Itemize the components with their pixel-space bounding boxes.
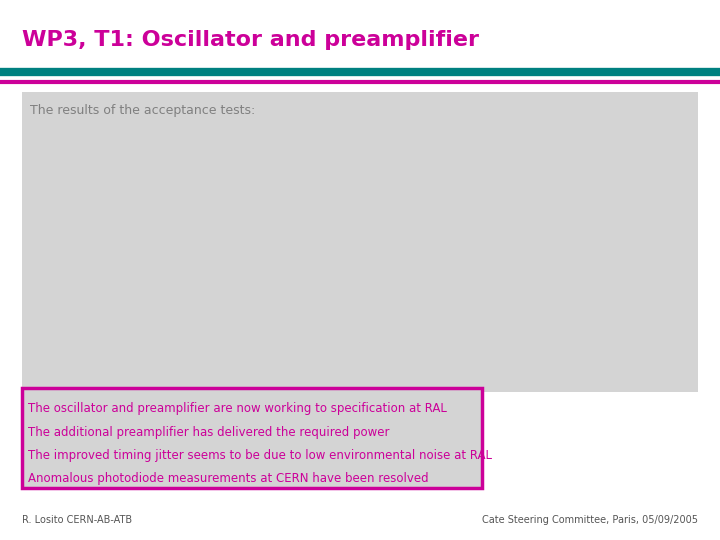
Text: The improved timing jitter seems to be due to low environmental noise at RAL: The improved timing jitter seems to be d… [28,449,492,462]
Text: The results of the acceptance tests:: The results of the acceptance tests: [30,104,256,117]
Text: The oscillator and preamplifier are now working to specification at RAL: The oscillator and preamplifier are now … [28,402,447,415]
Bar [22,92,698,392]
Text: The additional preamplifier has delivered the required power: The additional preamplifier has delivere… [28,426,390,438]
Bar [22,388,482,488]
Text: WP3, T1: Oscillator and preamplifier: WP3, T1: Oscillator and preamplifier [22,30,479,50]
Text: R. Losito CERN-AB-ATB: R. Losito CERN-AB-ATB [22,515,132,525]
Text: Anomalous photodiode measurements at CERN have been resolved: Anomalous photodiode measurements at CER… [28,472,428,485]
Text: Cate Steering Committee, Paris, 05/09/2005: Cate Steering Committee, Paris, 05/09/20… [482,515,698,525]
